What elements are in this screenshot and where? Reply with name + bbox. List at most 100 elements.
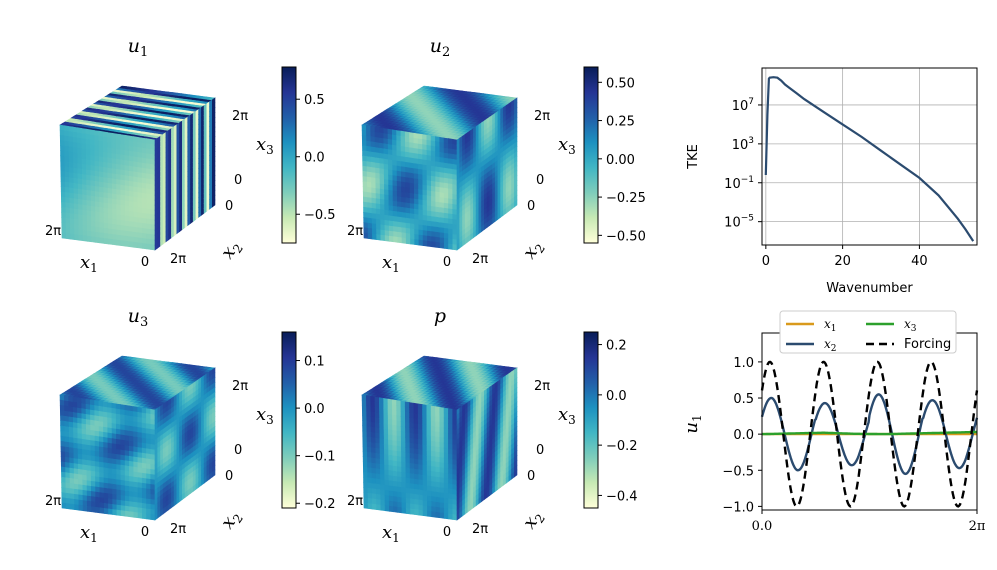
cube-front-cell — [396, 150, 402, 157]
cube-front-cell — [142, 222, 147, 230]
cube-front-cell — [82, 489, 88, 497]
cube-front-cell — [107, 483, 113, 490]
cube-front-cell — [133, 161, 139, 168]
cube-front-cell — [426, 205, 432, 212]
cube-front-cell — [74, 229, 80, 236]
cube-front-cell — [146, 503, 152, 510]
cube-front-cell — [388, 164, 394, 171]
cube-front-cell — [141, 407, 147, 414]
cube-front-cell — [112, 488, 118, 496]
cube-front-cell — [116, 484, 122, 491]
cube-front-cell — [388, 195, 394, 202]
cube-front-cell — [85, 414, 91, 421]
cube-front-cell — [115, 428, 122, 436]
cube-front-cell — [362, 415, 368, 422]
cube-front-cell — [426, 144, 432, 152]
cube-front-cell — [397, 236, 403, 244]
cube-front-cell — [86, 220, 92, 227]
cube-front-cell — [74, 234, 80, 241]
cube-front-cell — [370, 167, 377, 174]
cube-front-cell — [418, 209, 424, 216]
cube-front-cell — [391, 134, 398, 141]
cube-front-cell — [94, 445, 100, 453]
cube-front-cell — [103, 166, 109, 174]
panel-title: u1 — [128, 35, 149, 60]
cube-front-cell — [60, 160, 66, 168]
cube-front-cell — [94, 160, 100, 168]
cube-front-cell — [89, 129, 95, 136]
cube-front-cell — [452, 163, 458, 171]
cube-front-cell — [68, 141, 74, 148]
cube-front-cell — [379, 152, 385, 160]
cube-front-cell — [393, 226, 399, 233]
cube-front-cell — [400, 171, 406, 178]
cube-front-cell — [137, 202, 143, 209]
cube-front-cell — [116, 494, 122, 501]
cube-front-cell — [70, 503, 76, 510]
cube-front-cell — [61, 206, 67, 214]
cube-front-cell — [142, 237, 147, 245]
cube-front-cell — [95, 216, 101, 223]
cube-front-cell — [65, 462, 71, 469]
cube-front-cell — [90, 190, 96, 197]
cube-front-cell — [371, 493, 377, 500]
cube-front-cell — [116, 438, 121, 446]
cube-front-cell — [405, 202, 411, 209]
cube-front-cell — [439, 242, 445, 249]
cube-front-cell — [112, 493, 118, 501]
cube-front-cell — [150, 219, 156, 226]
cube-front-cell — [146, 213, 151, 220]
cube-front-cell — [427, 235, 432, 243]
cube-front-cell — [73, 442, 79, 450]
cube-front-cell — [370, 411, 376, 418]
cube-front-cell — [129, 481, 134, 488]
cube-front-cell — [392, 210, 398, 218]
cube-front-cell — [133, 476, 139, 483]
cube-front-cell — [137, 232, 143, 239]
cube-front-cell — [375, 162, 381, 169]
cube-front-cell — [65, 202, 71, 209]
cube-front-cell — [379, 158, 385, 165]
cube-front-cell — [362, 160, 368, 168]
cube-front-cell — [393, 236, 399, 243]
cube-front-cell — [112, 483, 118, 491]
cube-front-cell — [133, 466, 139, 473]
cube-front-cell — [86, 189, 92, 197]
cube-front-cell — [77, 158, 83, 165]
cube-front-cell — [133, 196, 139, 203]
cube-front-cell — [448, 148, 454, 155]
cube-front-cell — [72, 422, 79, 429]
x2-tick-zero: 0 — [225, 199, 233, 214]
cube-front-cell — [401, 232, 407, 239]
cube-front-cell — [439, 197, 445, 204]
cube-front-cell — [107, 473, 113, 480]
cube-front-cell — [141, 217, 147, 225]
x2-axis-label: x2 — [519, 236, 548, 264]
cube-front-cell — [94, 461, 100, 468]
cube-front-cell — [99, 456, 105, 464]
cube-front-cell — [146, 183, 151, 190]
cube-front-cell — [64, 171, 70, 178]
cube-front-cell — [90, 175, 96, 182]
cube-front-cell — [362, 191, 368, 198]
cube-front-cell — [439, 202, 445, 209]
cube-front-cell — [414, 239, 420, 246]
cube-front-cell — [141, 167, 147, 175]
cube-front-cell — [107, 208, 113, 215]
cube-front-cell — [146, 158, 151, 165]
panel-title-letter: u — [128, 35, 140, 57]
cube-front-cell — [129, 491, 135, 498]
cube-front-cell — [73, 157, 79, 164]
cube-front-cell — [370, 146, 376, 153]
cube-front-cell — [443, 212, 449, 220]
cube-front-cell — [141, 177, 147, 185]
cube-front-cell — [384, 235, 390, 242]
cube-front-cell — [401, 191, 407, 199]
cube-front-cell — [422, 194, 428, 202]
cube-front-cell — [107, 192, 113, 200]
cube-front-cell — [413, 158, 419, 165]
cube-front-cell — [413, 188, 419, 195]
cube-front-cell — [99, 237, 105, 244]
cube-front-cell — [431, 241, 437, 248]
cube-front-cell — [99, 502, 105, 509]
